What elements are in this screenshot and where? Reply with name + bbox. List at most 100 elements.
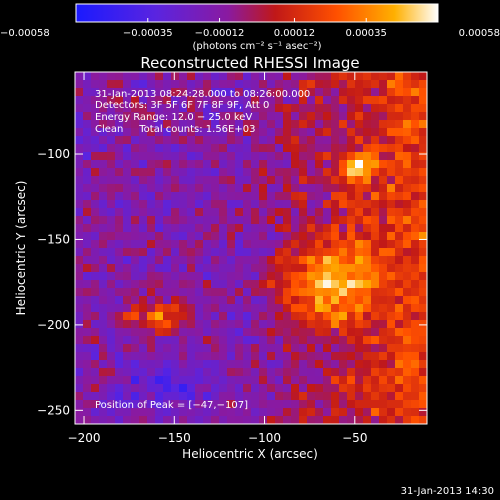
heatmap-cell (331, 256, 340, 265)
heatmap-cell (187, 264, 196, 273)
heatmap-cell (259, 304, 268, 313)
heatmap-cell (315, 296, 324, 305)
heatmap-cell (339, 352, 348, 361)
heatmap-cell (323, 208, 332, 217)
heatmap-cell (107, 128, 116, 137)
heatmap-cell (251, 248, 260, 257)
heatmap-cell (307, 144, 316, 153)
heatmap-cell (307, 232, 316, 241)
heatmap-cell (347, 256, 356, 265)
heatmap-cell (291, 240, 300, 249)
heatmap-cell (283, 392, 292, 401)
heatmap-cell (227, 88, 236, 97)
heatmap-cell (411, 392, 420, 401)
heatmap-cell (259, 384, 268, 393)
heatmap-cell (371, 288, 380, 297)
heatmap-cell (411, 256, 420, 265)
heatmap-cell (251, 320, 260, 329)
heatmap-cell (419, 272, 428, 281)
heatmap-cell (75, 72, 84, 81)
heatmap-cell (187, 152, 196, 161)
heatmap-cell (387, 104, 396, 113)
heatmap-cell (211, 408, 220, 417)
heatmap-cell (203, 312, 212, 321)
heatmap-cell (403, 256, 412, 265)
heatmap-cell (75, 96, 84, 105)
heatmap-cell (123, 288, 132, 297)
y-tick-label: −200 (37, 318, 70, 332)
heatmap-cell (395, 224, 404, 233)
heatmap-cell (187, 72, 196, 81)
heatmap-cell (339, 128, 348, 137)
heatmap-cell (251, 176, 260, 185)
heatmap-cell (99, 352, 108, 361)
heatmap-cell (299, 264, 308, 273)
heatmap-cell (323, 160, 332, 169)
heatmap-cell (219, 112, 228, 121)
heatmap-cell (155, 208, 164, 217)
heatmap-cell (355, 200, 364, 209)
heatmap-cell (331, 96, 340, 105)
heatmap-cell (355, 128, 364, 137)
heatmap-cell (403, 296, 412, 305)
heatmap-cell (211, 328, 220, 337)
heatmap-cell (419, 176, 428, 185)
heatmap-cell (155, 240, 164, 249)
heatmap-cell (171, 328, 180, 337)
heatmap-cell (235, 192, 244, 201)
heatmap-cell (363, 208, 372, 217)
heatmap-cell (99, 96, 108, 105)
heatmap-cell (411, 152, 420, 161)
heatmap-cell (347, 224, 356, 233)
heatmap-cell (403, 328, 412, 337)
heatmap-cell (315, 88, 324, 97)
heatmap-cell (275, 360, 284, 369)
heatmap-cell (171, 304, 180, 313)
heatmap-cell (339, 336, 348, 345)
heatmap-cell (315, 120, 324, 129)
heatmap-cell (235, 184, 244, 193)
heatmap-cell (275, 112, 284, 121)
heatmap-cell (163, 184, 172, 193)
heatmap-cell (419, 80, 428, 89)
heatmap-cell (211, 112, 220, 121)
heatmap-cell (347, 152, 356, 161)
heatmap-cell (275, 264, 284, 273)
heatmap-cell (147, 360, 156, 369)
heatmap-cell (283, 184, 292, 193)
heatmap-cell (411, 280, 420, 289)
heatmap-cell (75, 400, 84, 409)
heatmap-cell (251, 368, 260, 377)
heatmap-cell (339, 240, 348, 249)
heatmap-cell (291, 328, 300, 337)
heatmap-cell (219, 384, 228, 393)
heatmap-cell (147, 192, 156, 201)
heatmap-cell (275, 280, 284, 289)
heatmap-cell (131, 272, 140, 281)
heatmap-cell (107, 360, 116, 369)
heatmap-cell (187, 184, 196, 193)
heatmap-cell (219, 352, 228, 361)
heatmap-cell (323, 296, 332, 305)
heatmap-cell (139, 312, 148, 321)
heatmap-cell (363, 160, 372, 169)
heatmap-cell (323, 216, 332, 225)
heatmap-cell (411, 360, 420, 369)
heatmap-cell (379, 368, 388, 377)
heatmap-cell (259, 336, 268, 345)
heatmap-cell (323, 392, 332, 401)
heatmap-cell (339, 200, 348, 209)
heatmap-cell (187, 368, 196, 377)
heatmap-cell (179, 120, 188, 129)
heatmap-cell (75, 88, 84, 97)
heatmap-cell (107, 88, 116, 97)
heatmap-cell (99, 128, 108, 137)
heatmap-cell (123, 320, 132, 329)
heatmap-cell (387, 72, 396, 81)
heatmap-cell (395, 216, 404, 225)
heatmap-cell (259, 232, 268, 241)
heatmap-cell (131, 352, 140, 361)
heatmap-cell (139, 224, 148, 233)
heatmap-cell (219, 392, 228, 401)
heatmap-cell (347, 296, 356, 305)
